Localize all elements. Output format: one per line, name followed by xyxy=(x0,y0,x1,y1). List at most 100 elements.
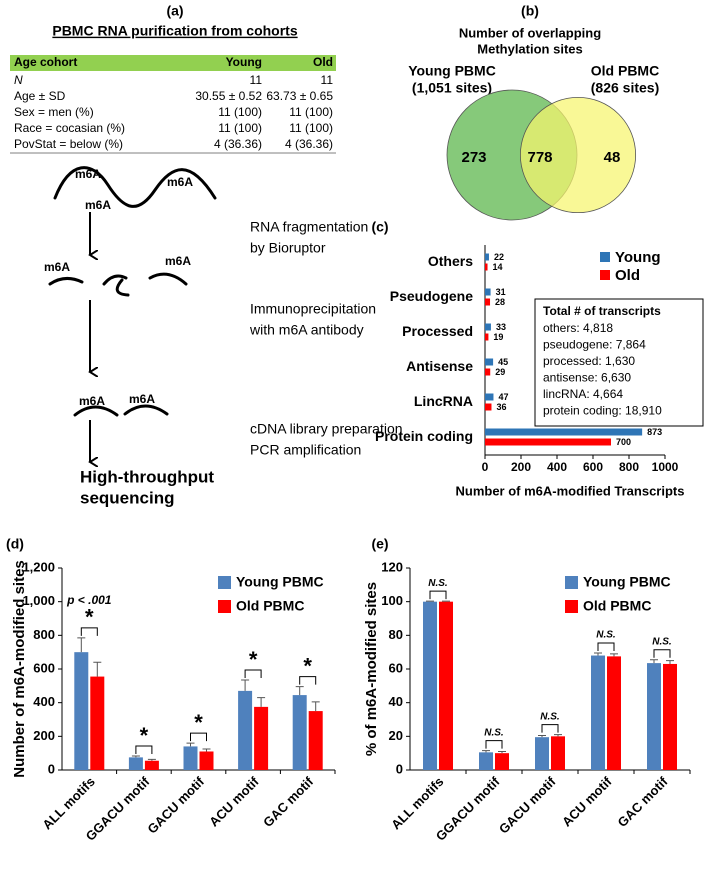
significance-bracket xyxy=(80,627,98,636)
x-tick-label: 0 xyxy=(482,460,489,474)
y-tick-label: 0 xyxy=(48,761,55,776)
step-label: by Bioruptor xyxy=(250,240,326,256)
bar xyxy=(90,676,105,770)
p-value-label: p < .001 xyxy=(66,593,112,607)
error-bar xyxy=(594,652,602,656)
legend-swatch xyxy=(565,600,578,613)
x-tick-label: 800 xyxy=(619,460,639,474)
bar xyxy=(591,655,605,770)
error-bar xyxy=(538,734,546,738)
category-label: Pseudogene xyxy=(390,288,473,304)
bar xyxy=(485,368,491,376)
category-label: Processed xyxy=(402,323,473,339)
error-bar xyxy=(295,686,304,696)
bar xyxy=(485,298,491,306)
significance-bracket xyxy=(653,649,671,658)
m6a-label: m6A xyxy=(167,175,193,189)
bar xyxy=(292,695,307,770)
x-tick-label: GACU motif xyxy=(144,773,207,836)
error-bar xyxy=(147,758,156,761)
venn-count: 273 xyxy=(461,149,486,166)
bar xyxy=(254,706,269,770)
legend-swatch xyxy=(600,252,610,262)
rna-fragment xyxy=(123,404,169,416)
bar xyxy=(479,752,493,770)
significance-bracket xyxy=(190,732,207,742)
box-line: antisense: 6,630 xyxy=(543,371,631,385)
y-tick-label: 80 xyxy=(389,627,403,642)
value-label: 47 xyxy=(498,392,508,402)
y-tick-label: 20 xyxy=(389,728,403,743)
venn-count: 778 xyxy=(527,149,552,166)
set-name: Young PBMC xyxy=(408,63,496,79)
bar xyxy=(647,663,661,770)
table-cell: 11 xyxy=(321,73,334,87)
x-tick-label: 200 xyxy=(511,460,531,474)
y-tick-label: 1,000 xyxy=(22,593,55,608)
bar xyxy=(485,333,489,341)
panel-label: (c) xyxy=(371,219,388,235)
table-cell: 30.55 ± 0.52 xyxy=(195,89,262,103)
x-tick-label: ACU motif xyxy=(559,773,615,829)
bar xyxy=(485,253,489,261)
x-tick-label: 400 xyxy=(547,460,567,474)
step-label: with m6A antibody xyxy=(249,322,364,338)
y-tick-label: 800 xyxy=(33,627,55,642)
significance-label: * xyxy=(303,653,312,678)
table-cell: Sex = men (%) xyxy=(14,105,94,119)
value-label: 33 xyxy=(496,322,506,332)
x-tick-label: 600 xyxy=(583,460,603,474)
value-label: 31 xyxy=(496,287,506,297)
error-bar xyxy=(93,661,102,677)
significance-bracket xyxy=(485,740,503,749)
significance-label: * xyxy=(249,647,258,672)
error-bar xyxy=(77,637,86,653)
bar xyxy=(485,323,491,331)
x-tick-label: GAC motif xyxy=(260,773,317,830)
error-bar xyxy=(442,600,450,602)
table-cell: 4 (36.36) xyxy=(285,137,333,151)
table-cell: 11 xyxy=(250,73,263,87)
error-bar xyxy=(554,734,562,737)
y-tick-label: 1,200 xyxy=(22,559,55,574)
value-label: 28 xyxy=(495,297,505,307)
category-label: Others xyxy=(428,253,473,269)
m6a-label: m6A xyxy=(79,394,105,408)
y-tick-label: 60 xyxy=(389,660,403,675)
bar xyxy=(485,288,491,296)
error-bar xyxy=(202,748,211,752)
category-label: Protein coding xyxy=(375,428,473,444)
value-label: 873 xyxy=(647,427,662,437)
significance-label: * xyxy=(85,605,94,630)
bar xyxy=(551,736,565,770)
y-axis-title: Number of m6A-modified sites xyxy=(11,560,28,778)
m6a-label: m6A xyxy=(129,392,155,406)
value-label: 29 xyxy=(495,367,505,377)
rna-fragment xyxy=(115,278,130,297)
legend-label: Old PBMC xyxy=(236,598,304,614)
result-label: High-throughput xyxy=(80,467,214,486)
error-bar xyxy=(131,755,140,758)
y-tick-label: 100 xyxy=(381,593,403,608)
y-tick-label: 120 xyxy=(381,559,403,574)
legend-label: Young xyxy=(615,249,661,266)
venn-title: Methylation sites xyxy=(477,41,582,56)
significance-bracket xyxy=(541,724,559,733)
set-name: Old PBMC xyxy=(591,63,659,79)
table-cell: Race = cocasian (%) xyxy=(14,121,125,135)
value-label: 14 xyxy=(493,262,503,272)
error-bar xyxy=(241,679,250,691)
panel-label: (d) xyxy=(6,536,24,552)
bar xyxy=(485,393,494,401)
m6a-label: m6A xyxy=(85,198,111,212)
x-axis-title: Number of m6A-modified Transcripts xyxy=(456,483,685,498)
venn-count: 48 xyxy=(604,149,621,166)
bar xyxy=(308,711,323,770)
y-tick-label: 0 xyxy=(396,761,403,776)
bar xyxy=(183,746,198,770)
value-label: 36 xyxy=(496,402,506,412)
error-bar xyxy=(650,659,658,664)
box-line: lincRNA: 4,664 xyxy=(543,387,623,401)
value-label: 22 xyxy=(494,252,504,262)
